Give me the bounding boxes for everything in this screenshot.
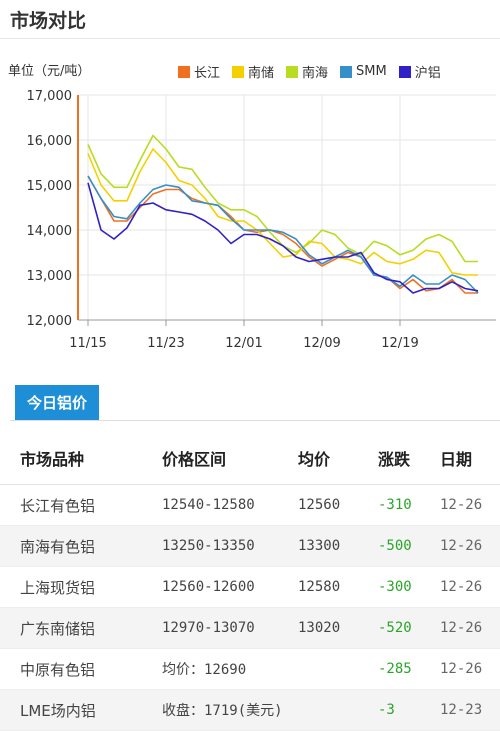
legend-item[interactable]: 南海 bbox=[286, 62, 328, 81]
y-tick-label: 15,000 bbox=[27, 179, 73, 194]
average-price: 13020 bbox=[298, 607, 378, 649]
price-date: 12-26 bbox=[440, 648, 500, 690]
y-tick-label: 12,000 bbox=[27, 314, 73, 329]
price-change: -285 bbox=[378, 648, 440, 690]
x-tick-label: 11/15 bbox=[69, 336, 106, 351]
price-change: -3 bbox=[378, 689, 440, 731]
price-line-chart: 12,000 13,000 14,000 15,000 16,000 17,000 11/1… bbox=[27, 89, 496, 351]
price-change: -500 bbox=[378, 525, 440, 567]
x-tick-label: 12/01 bbox=[225, 336, 262, 351]
header-average: 均价 bbox=[298, 432, 378, 485]
price-range: 12540-12580 bbox=[162, 484, 298, 526]
table-row[interactable]: 广东南储铝 12970-13070 13020 -520 12-26 bbox=[0, 607, 500, 649]
y-tick-label: 16,000 bbox=[27, 134, 73, 149]
y-tick-label: 14,000 bbox=[27, 224, 73, 239]
market-name: 上海现货铝 bbox=[0, 566, 162, 608]
average-price bbox=[298, 689, 378, 731]
legend-item[interactable]: SMM bbox=[340, 62, 387, 81]
x-tick-label: 11/23 bbox=[147, 336, 184, 351]
legend-swatch bbox=[398, 65, 411, 78]
price-range: 12970-13070 bbox=[162, 607, 298, 649]
price-date: 12-23 bbox=[440, 689, 500, 731]
header-price-range: 价格区间 bbox=[162, 432, 298, 485]
header-market: 市场品种 bbox=[0, 432, 162, 485]
market-name: 长江有色铝 bbox=[0, 484, 162, 526]
today-divider bbox=[10, 420, 500, 421]
series-line bbox=[87, 134, 478, 263]
market-name: 南海有色铝 bbox=[0, 525, 162, 567]
series-line bbox=[87, 182, 479, 294]
market-name: 广东南储铝 bbox=[0, 607, 162, 649]
table-row[interactable]: 长江有色铝 12540-12580 12560 -310 12-26 bbox=[0, 484, 500, 526]
x-tick-label: 12/19 bbox=[381, 336, 418, 351]
legend-label: 南储 bbox=[248, 66, 275, 81]
price-change: -300 bbox=[378, 566, 440, 608]
series-line bbox=[87, 148, 478, 276]
series-line bbox=[87, 175, 478, 294]
header-change: 涨跌 bbox=[378, 432, 440, 485]
header-date: 日期 bbox=[440, 432, 500, 485]
price-range: 12560-12600 bbox=[162, 566, 298, 608]
today-price-tab[interactable]: 今日铝价 bbox=[15, 385, 100, 420]
market-name: 中原有色铝 bbox=[0, 648, 162, 690]
average-price bbox=[298, 648, 378, 690]
price-date: 12-26 bbox=[440, 484, 500, 526]
price-range: 收盘：1719(美元) bbox=[162, 689, 298, 731]
price-date: 12-26 bbox=[440, 607, 500, 649]
y-tick-label: 17,000 bbox=[27, 89, 73, 104]
series-line bbox=[87, 175, 479, 294]
legend-item[interactable]: 沪铝 bbox=[398, 62, 441, 81]
table-row[interactable]: 中原有色铝 均价：12690 -285 12-26 bbox=[0, 648, 500, 690]
table-row[interactable]: LME场内铝 收盘：1719(美元) -3 12-23 bbox=[0, 689, 500, 731]
price-range: 13250-13350 bbox=[162, 525, 298, 567]
legend-item[interactable]: 南储 bbox=[232, 62, 274, 81]
legend-swatch bbox=[178, 65, 190, 78]
title-divider bbox=[0, 38, 500, 39]
market-name: LME场内铝 bbox=[0, 689, 162, 731]
price-date: 12-26 bbox=[440, 525, 500, 567]
average-price: 12580 bbox=[298, 566, 378, 608]
legend-label: 南海 bbox=[302, 66, 329, 81]
legend-swatch bbox=[232, 65, 245, 78]
price-change: -310 bbox=[378, 484, 440, 526]
average-price: 12560 bbox=[298, 484, 378, 526]
y-tick-label: 13,000 bbox=[27, 269, 73, 284]
x-tick-label: 12/09 bbox=[303, 336, 340, 351]
legend-label: SMM bbox=[356, 64, 387, 79]
price-table: 市场品种 价格区间 均价 涨跌 日期 长江有色铝 12540-12580 12560… bbox=[0, 432, 500, 731]
average-price: 13300 bbox=[298, 525, 378, 567]
table-row[interactable]: 南海有色铝 13250-13350 13300 -500 12-26 bbox=[0, 525, 500, 567]
table-row[interactable]: 上海现货铝 12560-12600 12580 -300 12-26 bbox=[0, 566, 500, 608]
price-range: 均价：12690 bbox=[162, 648, 298, 690]
price-date: 12-26 bbox=[440, 566, 500, 608]
legend-swatch bbox=[340, 65, 353, 78]
price-change: -520 bbox=[378, 607, 440, 649]
legend-item[interactable]: 长江 bbox=[178, 62, 220, 81]
legend-label: 长江 bbox=[194, 66, 221, 81]
section-title: 市场对比 bbox=[10, 10, 87, 32]
y-axis-unit-label: 单位（元/吨） bbox=[8, 64, 91, 79]
legend-swatch bbox=[286, 65, 299, 78]
legend-label: 沪铝 bbox=[414, 66, 441, 81]
price-table-header: 市场品种 价格区间 均价 涨跌 日期 bbox=[0, 432, 500, 485]
chart-legend: 长江 南储 南海 SMM 沪铝 bbox=[178, 62, 453, 81]
